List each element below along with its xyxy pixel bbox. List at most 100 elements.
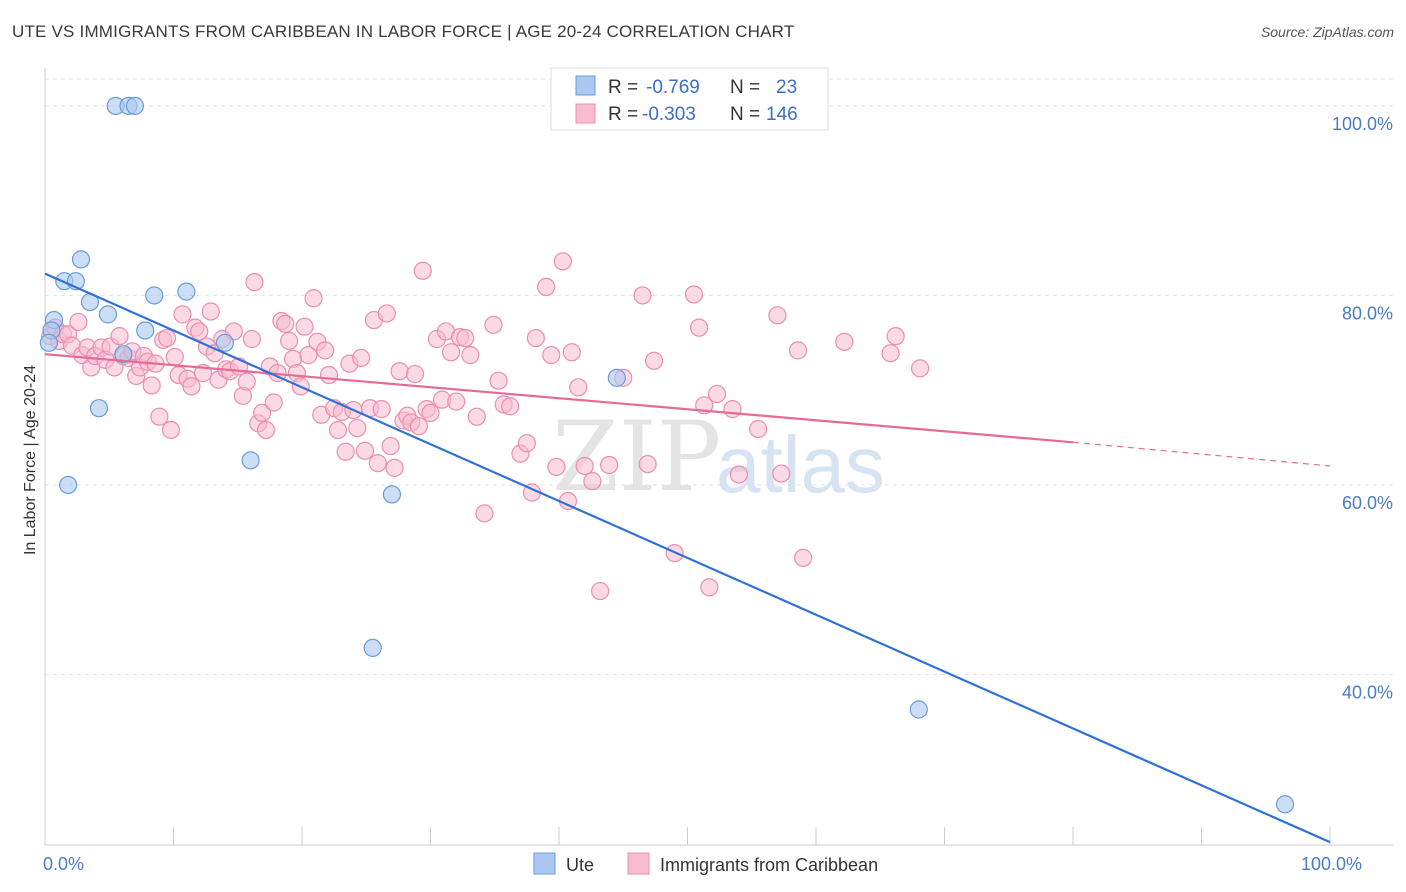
watermark: ZIP atlas (552, 401, 885, 513)
legend-n-label-caribbean: N = (730, 104, 760, 125)
ute-point (71, 250, 91, 269)
caribbean-point (441, 343, 461, 362)
caribbean-point (569, 378, 588, 397)
ute-point (215, 333, 234, 352)
legend-n-value-ute: 23 (776, 77, 797, 98)
caribbean-point (299, 346, 318, 365)
ute-point (136, 321, 155, 340)
caribbean-point (110, 327, 129, 346)
caribbean-point (700, 578, 719, 597)
caribbean-point (910, 359, 930, 378)
caribbean-point (684, 285, 704, 304)
y-tick-label: 80.0% (1342, 303, 1393, 323)
caribbean-point (600, 455, 619, 475)
caribbean-point (242, 329, 261, 349)
caribbean-point (575, 456, 594, 476)
caribbean-point (562, 343, 581, 362)
correlation-legend: R = -0.769 N = 23 R = -0.303 N = 146 (550, 67, 829, 131)
caribbean-point (413, 261, 432, 280)
caribbean-point (633, 286, 652, 305)
ute-point (607, 368, 626, 387)
trend-lines (44, 272, 1331, 844)
series-legend: Ute Immigrants from Caribbean (533, 852, 878, 875)
legend-swatch-ute (575, 75, 596, 96)
caribbean-point (881, 344, 900, 363)
y-tick-label: 40.0% (1342, 682, 1393, 702)
ute-point (114, 345, 133, 364)
caribbean-point (372, 400, 391, 419)
caribbean-point (467, 407, 486, 426)
caribbean-point (173, 305, 192, 324)
series-immigrants-from-caribbean (41, 252, 930, 601)
ute-point (98, 305, 118, 324)
ute-point (177, 282, 196, 301)
y-tick-label: 60.0% (1342, 493, 1393, 513)
caribbean-point (689, 318, 709, 337)
caribbean-point (157, 328, 177, 348)
x-tick-label: 0.0% (43, 854, 84, 874)
y-tick-labels: 40.0% 60.0% 80.0% 100.0% (1332, 114, 1393, 703)
trend-line-ute (44, 272, 1331, 844)
legend-n-label-ute: N = (730, 77, 760, 98)
legend-bottom-swatch-ute (533, 852, 556, 875)
legend-r-label-ute: R = (608, 77, 638, 98)
x-tick-label: 100.0% (1301, 854, 1362, 874)
x-tick-labels: 0.0% 100.0% (43, 854, 1362, 874)
ute-point (1275, 795, 1295, 814)
trend-line-caribbean-extension (1072, 441, 1331, 467)
caribbean-point (381, 436, 400, 456)
caribbean-point (304, 289, 323, 308)
caribbean-point (447, 392, 466, 411)
caribbean-point (390, 362, 409, 381)
caribbean-point (501, 397, 520, 416)
caribbean-point (69, 312, 88, 332)
trend-line-caribbean (44, 353, 1074, 444)
legend-box (550, 67, 829, 131)
caribbean-point (456, 328, 475, 348)
caribbean-point (319, 365, 339, 385)
caribbean-point (591, 581, 610, 601)
caribbean-point (352, 348, 371, 368)
caribbean-point (886, 327, 905, 346)
legend-r-value-ute: -0.769 (646, 77, 700, 98)
caribbean-point (835, 332, 854, 351)
caribbean-point (182, 377, 201, 396)
caribbean-point (475, 504, 494, 523)
caribbean-point (256, 420, 276, 440)
legend-bottom-label-caribbean: Immigrants from Caribbean (660, 855, 878, 875)
source-label: Source: ZipAtlas.com (1260, 24, 1394, 40)
caribbean-point (355, 441, 375, 460)
caribbean-point (348, 418, 367, 438)
ute-point (125, 96, 145, 116)
caribbean-point (405, 364, 425, 384)
ute-point (89, 399, 109, 418)
caribbean-point (788, 341, 808, 360)
chart-title: UTE VS IMMIGRANTS FROM CARIBBEAN IN LABO… (12, 22, 795, 41)
legend-swatch-caribbean (575, 103, 596, 124)
legend-bottom-swatch-caribbean (627, 852, 650, 875)
caribbean-point (421, 403, 440, 423)
caribbean-point (201, 302, 220, 321)
caribbean-point (165, 347, 184, 367)
caribbean-point (328, 420, 348, 440)
caribbean-point (772, 464, 791, 483)
caribbean-point (542, 346, 561, 365)
caribbean-point (409, 417, 429, 436)
caribbean-point (276, 314, 295, 333)
caribbean-point (489, 371, 508, 390)
legend-r-label-caribbean: R = (608, 104, 638, 125)
caribbean-point (377, 304, 396, 323)
series-ute (39, 96, 1295, 814)
watermark-zip: ZIP (552, 401, 721, 513)
axes (44, 68, 1393, 846)
ute-point (909, 700, 928, 719)
y-axis-title: In Labor Force | Age 20-24 (22, 365, 39, 555)
caribbean-point (707, 384, 727, 404)
caribbean-point (526, 328, 545, 348)
ute-point (382, 485, 402, 504)
caribbean-point (553, 252, 572, 271)
caribbean-point (723, 400, 742, 419)
caribbean-point (264, 393, 283, 412)
caribbean-point (461, 346, 480, 365)
legend-bottom-label-ute: Ute (566, 855, 594, 875)
